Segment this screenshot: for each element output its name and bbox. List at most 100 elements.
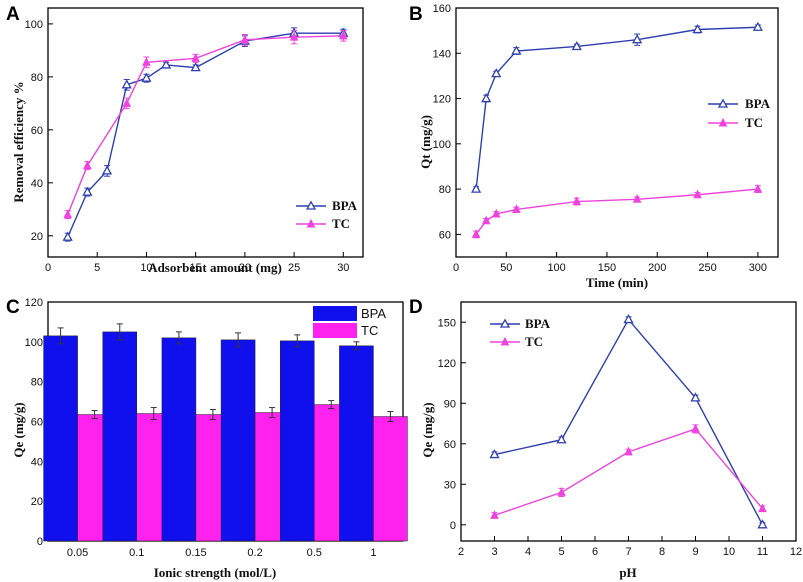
panel-d-bpa-point <box>690 392 701 402</box>
panel-b-tc-point <box>491 208 501 218</box>
panel-b-y-tick-label: 80 <box>439 184 451 196</box>
panel-b-plot-area: 0 50 100 150 200 250 300 60 80 100 120 140 160 <box>433 3 779 274</box>
panel-b-x-tick-label: 150 <box>598 262 616 274</box>
panel-b-bpa-point <box>752 21 763 31</box>
panel-c-bpa-legend-swatch <box>313 306 357 321</box>
panel-d-x-tick-label: 3 <box>491 546 497 558</box>
panel-b-y-tick-label: 140 <box>433 48 451 60</box>
panel-b-bpa-legend-marker <box>717 98 729 108</box>
panel-d-x-tick-label: 9 <box>692 546 698 558</box>
panel-d-axes-frame <box>460 301 797 542</box>
panel-d-letter: D <box>409 297 423 318</box>
panel-a-tc-point <box>289 32 299 41</box>
panel-b-bpa-point <box>571 40 582 51</box>
panel-b-legend-tc: TC <box>745 115 763 130</box>
panel-b-bpa-point <box>471 183 482 193</box>
panel-b-x-tick-label: 200 <box>648 262 666 274</box>
panel-b-bpa-point <box>692 23 703 34</box>
panel-b-tc-legend-marker <box>718 117 728 127</box>
panel-c-y-tick-label: 60 <box>31 417 43 429</box>
panel-a-axes-frame <box>47 7 364 258</box>
panel-b-y-label: Qt (mg/g) <box>418 115 433 169</box>
panel-a-y-tick-label: 40 <box>31 178 43 190</box>
panel-a-bpa-point <box>190 62 201 72</box>
panel-d-x-tick-label: 7 <box>625 546 631 558</box>
panel-c: C 0 20 40 60 80 100 120 0.05 0.1 0.15 0.2 0.5 1 Ioni… <box>6 297 408 580</box>
panel-c-y-tick-label: 20 <box>31 496 43 508</box>
panel-b-bpa-point <box>632 34 643 44</box>
panel-b-tc-point <box>632 194 642 203</box>
panel-b-bpa-point <box>511 45 522 55</box>
panel-d-x-label: pH <box>619 565 636 580</box>
panel-c-y-tick-label: 100 <box>25 337 43 349</box>
panel-d-tc-point <box>490 510 499 519</box>
panel-b-x-tick-label: 100 <box>547 262 565 274</box>
panel-d-x-tick-label: 10 <box>723 546 735 558</box>
panel-b-y-tick-label: 120 <box>433 94 451 106</box>
panel-a-x-tick-label: 0 <box>45 262 51 274</box>
panel-d-x-tick-label: 8 <box>659 546 665 558</box>
panel-d-x-tick-label: 2 <box>458 546 464 558</box>
panel-a-bpa-point <box>62 231 73 241</box>
panel-a-bpa-line <box>67 32 344 238</box>
panel-c-x-tick-label: 0.2 <box>247 547 262 559</box>
panel-c-bpa-bar <box>161 337 197 542</box>
panel-a-bpa-legend-marker <box>305 200 317 210</box>
panel-b-tc-point <box>481 215 491 225</box>
panel-c-bpa-bar <box>43 335 78 542</box>
panel-d-y-tick-label: 60 <box>444 439 456 451</box>
panel-d-bpa-legend-marker <box>499 318 511 328</box>
panel-a-letter: A <box>6 4 20 25</box>
panel-b-tc-point <box>471 229 481 238</box>
panel-d-tc-point <box>758 503 767 513</box>
panel-d-x-tick-label: 11 <box>757 546 768 558</box>
panel-b-x-tick-label: 250 <box>698 262 716 274</box>
panel-c-y-tick-label: 120 <box>25 297 43 309</box>
panel-a-x-tick-label: 30 <box>337 262 349 274</box>
panel-d-bpa-point <box>556 434 567 444</box>
panel-a-tc-point <box>240 34 250 44</box>
panel-c-bpa-bar <box>102 331 137 542</box>
panel-b-legend-bpa: BPA <box>745 96 771 111</box>
panel-b-x-tick-label: 50 <box>500 262 512 274</box>
panel-a-tc-point <box>83 160 92 170</box>
panel-d-bpa-point <box>489 449 500 459</box>
panel-b-bpa-point <box>481 93 492 103</box>
panel-a-tc-point <box>339 30 348 40</box>
panel-d-bpa-line <box>494 318 764 526</box>
panel-b-x-tick-label: 0 <box>453 262 459 274</box>
panel-a-y-label: Removal efficiency % <box>11 81 26 202</box>
panel-a-x-tick-label: 15 <box>190 262 202 274</box>
panel-c-x-tick-label: 0.15 <box>185 547 206 559</box>
panel-c-legend-tc: TC <box>361 323 378 338</box>
panel-d-tc-point <box>557 487 566 496</box>
panel-b: B 0 50 100 150 200 250 300 60 80 100 120 140 160 Tim… <box>409 3 779 290</box>
panel-b-x-label: Time (min) <box>586 275 648 290</box>
panel-a-tc-line <box>67 35 344 215</box>
panel-b-bpa-point <box>491 68 502 78</box>
panel-b-y-tick-label: 60 <box>439 229 451 241</box>
panel-a-tc-legend-marker <box>306 218 316 228</box>
panel-d-bpa-point <box>757 519 768 529</box>
panel-a-y-tick-label: 100 <box>25 19 43 31</box>
panel-c-y-tick-label: 40 <box>31 456 43 468</box>
panel-b-bpa-line <box>475 26 758 190</box>
panel-b-x-tick-label: 300 <box>749 262 767 274</box>
panel-b-y-tick-label: 160 <box>433 3 451 15</box>
panel-d-legend-bpa: BPA <box>525 316 551 331</box>
panel-a-x-tick-label: 5 <box>94 262 100 274</box>
panel-a-bpa-point <box>121 79 132 89</box>
panel-a-y-tick-label: 60 <box>31 125 43 137</box>
panel-c-tc-legend-swatch <box>313 323 357 338</box>
panel-c-x-tick-label: 0.05 <box>67 547 88 559</box>
panel-d-y-tick-label: 150 <box>438 317 456 329</box>
panel-d-tc-point <box>691 423 700 433</box>
panel-c-x-tick-label: 0.1 <box>129 547 144 559</box>
panel-c-tc-bar <box>373 416 408 542</box>
panel-d-tc-point <box>624 446 633 456</box>
panel-b-tc-point <box>512 204 521 213</box>
panel-d-tc-line <box>494 428 764 517</box>
